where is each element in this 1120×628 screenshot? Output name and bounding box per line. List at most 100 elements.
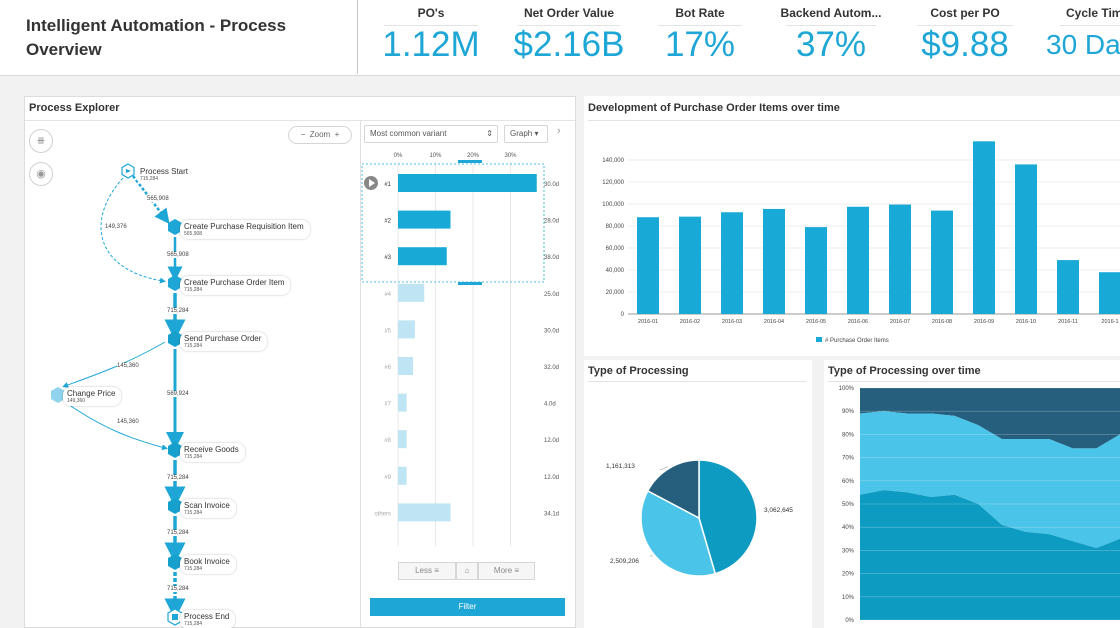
type-of-processing-pie-chart: 3,062,645 2,509,206 1,161,313 (606, 459, 793, 577)
node-name: Create Purchase Requisition Item (184, 222, 304, 231)
activity-node[interactable] (51, 387, 65, 403)
graph-select[interactable]: Graph ▾ (504, 125, 548, 143)
x-tick-label: 2016-03 (722, 319, 742, 325)
kpi-label: Backend Autom... (780, 6, 882, 20)
y-tick-label: 50% (842, 502, 855, 508)
edge-label: 149,376 (105, 224, 127, 230)
y-tick-label: 40% (842, 525, 855, 531)
bar (973, 141, 995, 314)
node-count: 715,284 (140, 176, 159, 182)
zoom-control[interactable]: − Zoom + (288, 126, 352, 144)
node-count: 149,360 (67, 398, 86, 404)
edge-label: 569,924 (167, 391, 189, 397)
node-name: Process End (184, 612, 230, 621)
variant-axis-label: 10% (429, 153, 442, 159)
edge-label: 145,360 (117, 419, 139, 425)
node-label-process-end[interactable]: Process End 715,284 (180, 610, 236, 628)
panel-divider (25, 120, 575, 121)
kpi-label: Bot Rate (675, 6, 725, 20)
area-series-top (860, 388, 1120, 449)
edge-send-to-change[interactable] (62, 341, 166, 388)
variant-label: #9 (384, 475, 391, 481)
edge-start-to-po[interactable] (100, 177, 166, 284)
activity-node[interactable] (168, 498, 182, 514)
bar (1099, 272, 1120, 314)
variant-bar (398, 174, 537, 192)
node-label-create-po[interactable]: Create Purchase Order Item 715,284 (180, 276, 291, 295)
variant-bar (398, 393, 407, 412)
edge-label: 715,284 (167, 475, 189, 481)
node-count: 715,284 (184, 343, 203, 349)
less-button[interactable]: Less ≡ (398, 562, 456, 580)
y-tick-label: 80% (842, 432, 855, 438)
node-label-scan-invoice[interactable]: Scan Invoice 715,284 (180, 499, 236, 518)
kpi-bot-rate[interactable]: Bot Rate 17% (648, 0, 752, 74)
edge-label: 715,284 (167, 308, 189, 314)
node-label-send-po[interactable]: Send Purchase Order 715,284 (180, 332, 268, 351)
edge-label: 565,908 (167, 252, 189, 258)
variant-label: #3 (384, 255, 391, 261)
bar (1015, 164, 1037, 314)
filter-button[interactable]: Filter (370, 598, 565, 616)
more-label: More (493, 566, 513, 575)
more-button[interactable]: More ≡ (478, 562, 535, 580)
variant-label: #1 (384, 182, 391, 188)
y-tick-label: 80,000 (606, 224, 625, 230)
variant-duration: 4.0d (544, 402, 556, 408)
variant-bar (398, 283, 425, 302)
node-count: 715,284 (184, 454, 203, 460)
node-label-process-start[interactable]: Process Start 715,284 (136, 165, 195, 184)
variant-label: #5 (384, 328, 391, 334)
activity-node[interactable] (168, 219, 182, 235)
zoom-minus-button[interactable]: − (300, 130, 306, 139)
process-explorer-title: Process Explorer (29, 102, 120, 114)
kpi-cost-per-po[interactable]: Cost per PO $9.88 (905, 0, 1025, 74)
zoom-plus-button[interactable]: + (334, 130, 340, 139)
kpi-backend-automation[interactable]: Backend Autom... 37% (775, 0, 887, 74)
x-tick-label: 2016-04 (764, 319, 784, 325)
panel-divider (588, 120, 1120, 121)
kpi-net-order-value[interactable]: Net Order Value $2.16B (505, 0, 633, 74)
selection-handle-bottom (458, 282, 482, 285)
edge-change-to-receive[interactable] (64, 401, 168, 451)
y-tick-label: 10% (842, 595, 855, 601)
activity-node[interactable] (168, 331, 182, 347)
x-tick-label: 2016-01 (638, 319, 658, 325)
kpi-pos[interactable]: PO's 1.12M (372, 0, 490, 74)
graph-select-value: Graph (510, 129, 533, 138)
kpi-value: 1.12M (382, 25, 480, 64)
bar (679, 216, 701, 314)
pie-label: 3,062,645 (764, 507, 793, 514)
po-items-bar-chart: 0 20,000 40,000 60,000 80,000 100,000 120,000 1… (602, 141, 1120, 344)
variant-label: #6 (384, 365, 391, 371)
kpi-cycle-time[interactable]: Cycle Tim 30 Da (1040, 0, 1120, 74)
variant-duration: 38.0d (544, 255, 559, 261)
bar (931, 210, 953, 314)
activity-node[interactable] (168, 442, 182, 458)
zoom-label: Zoom (309, 130, 331, 139)
variant-select[interactable]: Most common variant ⇕ (364, 125, 498, 143)
activity-node[interactable] (168, 275, 182, 291)
variant-duration: 30.0d (544, 182, 559, 188)
node-label-book-invoice[interactable]: Book Invoice 715,284 (180, 555, 236, 574)
x-tick-label: 2016-10 (1016, 319, 1036, 325)
node-label-create-pr[interactable]: Create Purchase Requisition Item 565,908 (180, 220, 310, 239)
variant-axis-label: 20% (467, 153, 480, 159)
kpi-value: $9.88 (921, 25, 1009, 64)
activity-node[interactable] (168, 554, 182, 570)
hide-icon[interactable]: ◉ (29, 162, 53, 186)
home-button[interactable]: ⌂ (456, 562, 478, 580)
chevron-right-icon[interactable]: › (557, 125, 561, 137)
bar (763, 208, 785, 314)
node-label-change-price[interactable]: Change Price 149,360 (63, 387, 122, 406)
selection-handle-top (458, 160, 482, 163)
variant-label: #2 (384, 219, 391, 225)
play-icon (126, 169, 131, 173)
y-tick-label: 60,000 (606, 246, 625, 252)
variant-selection-box (361, 163, 545, 283)
bar (889, 204, 911, 314)
activity-slider-icon[interactable]: ⧻ (29, 129, 53, 153)
bar-chart-title: Development of Purchase Order Items over… (588, 102, 840, 114)
node-label-receive-goods[interactable]: Receive Goods 715,284 (180, 443, 245, 462)
kpi-label: Cost per PO (930, 6, 1000, 20)
